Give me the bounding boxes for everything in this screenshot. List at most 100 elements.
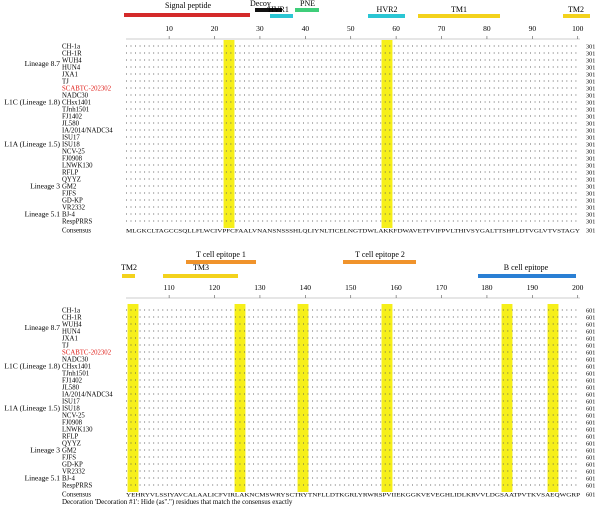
sequence-end-number-top-6: 301 [586,86,595,93]
ruler-tick-label-bottom-9: 200 [572,283,584,292]
sequence-end-number-bottom-14: 601 [586,406,595,413]
sequence-name-bottom-24: BJ-4 [62,476,75,483]
feature-bar-bottom-4 [478,274,576,278]
sequence-end-number-top-3: 301 [586,65,595,72]
sequence-name-top-23: VR2332 [62,205,86,212]
feature-label-bottom-1: TM2 [121,263,137,272]
sequence-name-top-19: QYYZ [62,177,81,184]
lineage-label-top-0: Lineage 8.7 [25,59,61,68]
feature-bar-top-5 [418,14,500,18]
sequence-end-number-top-10: 301 [586,114,595,121]
sequence-end-number-bottom-5: 601 [586,343,595,350]
sequence-end-number-bottom-3: 601 [586,329,595,336]
lineage-label-top-3: Lineage 3 [30,182,60,191]
consensus-label-bottom: Consensus [62,492,91,499]
sequence-end-number-bottom-11: 601 [586,385,595,392]
lineage-label-bottom-2: L1A (Lineage 1.5) [4,404,60,413]
lineage-label-bottom-3: Lineage 3 [30,446,60,455]
sequence-name-top-0: CH-1a [62,44,80,51]
feature-label-bottom-2: TM3 [193,263,209,272]
highlight-column-bottom-2 [297,304,309,492]
sequence-name-top-15: NCV-25 [62,149,85,156]
highlight-column-bottom-1 [234,304,246,492]
lineage-label-top-2: L1A (Lineage 1.5) [4,140,60,149]
sequence-name-bottom-19: QYYZ [62,441,81,448]
footnote: Decoration 'Decoration #1': Hide (as".")… [62,498,293,506]
ruler-tick-label-bottom-7: 180 [481,283,493,292]
ruler-tick-label-top-6: 70 [438,24,446,33]
feature-bar-bottom-1 [122,274,135,278]
lineage-label-bottom-1: L1C (Lineage 1.8) [4,362,60,371]
sequence-end-number-bottom-13: 601 [586,399,595,406]
sequence-name-bottom-13: ISU17 [62,399,80,406]
sequence-end-number-top-7: 301 [586,93,595,100]
consensus-end-number-top: 301 [586,228,595,235]
sequence-name-top-14: ISU18 [62,142,80,149]
sequence-name-bottom-10: FJ1402 [62,378,83,385]
ruler-tick-label-top-8: 90 [529,24,537,33]
sequence-end-number-top-14: 301 [586,142,595,149]
sequence-end-number-bottom-23: 601 [586,469,595,476]
sequence-end-number-top-16: 301 [586,156,595,163]
ruler-tick-label-bottom-1: 120 [209,283,221,292]
highlight-column-top-1 [381,40,393,228]
ruler-tick-label-top-5: 60 [392,24,400,33]
sequence-end-number-bottom-12: 601 [586,392,595,399]
sequence-name-top-7: NADC30 [62,93,89,100]
ruler-tick-label-bottom-2: 130 [254,283,266,292]
sequence-end-number-top-24: 301 [586,212,595,219]
feature-bar-top-1 [255,8,282,12]
feature-bar-top-3 [295,8,319,12]
sequence-name-bottom-14: ISU18 [62,406,80,413]
sequence-end-number-bottom-25: 601 [586,483,595,490]
ruler-tick-label-bottom-6: 170 [436,283,448,292]
ruler-tick-label-bottom-4: 150 [345,283,357,292]
sequence-end-number-top-9: 301 [586,107,595,114]
sequence-end-number-top-22: 301 [586,198,595,205]
sequence-name-top-25: RespPRRS [62,219,92,226]
consensus-label-top: Consensus [62,228,91,235]
sequence-end-number-bottom-22: 601 [586,462,595,469]
ruler-tick-label-bottom-5: 160 [391,283,403,292]
sequence-end-number-top-11: 301 [586,121,595,128]
sequence-name-top-12: IA/2014/NADC34 [62,128,113,135]
feature-label-bottom-0: T cell epitope 1 [196,250,246,259]
ruler-tick-label-bottom-0: 110 [164,283,175,292]
sequence-end-number-bottom-2: 601 [586,322,595,329]
highlight-column-bottom-5 [547,304,559,492]
sequence-end-number-bottom-6: 601 [586,350,595,357]
feature-bar-top-2 [270,14,293,18]
feature-label-top-4: HVR2 [377,5,398,14]
sequence-end-number-bottom-18: 601 [586,434,595,441]
sequence-end-number-top-0: 301 [586,44,595,51]
highlight-column-bottom-3 [381,304,393,492]
sequence-end-number-bottom-9: 601 [586,371,595,378]
sequence-end-number-top-2: 301 [586,58,595,65]
sequence-end-number-top-19: 301 [586,177,595,184]
sequence-name-bottom-3: HUN4 [62,329,81,336]
sequence-name-top-8: CHsx1401 [62,100,91,107]
feature-label-top-1: Decoy [250,0,271,8]
sequence-end-number-bottom-0: 601 [586,308,595,315]
sequence-end-number-top-8: 301 [586,100,595,107]
sequence-name-bottom-2: WUH4 [62,322,82,329]
sequence-name-top-18: RFLP [62,170,78,177]
sequence-name-top-2: WUH4 [62,58,82,65]
sequence-end-number-top-18: 301 [586,170,595,177]
sequence-end-number-bottom-19: 601 [586,441,595,448]
feature-bar-bottom-0 [186,260,256,264]
sequence-end-number-bottom-4: 601 [586,336,595,343]
ruler-tick-label-bottom-3: 140 [300,283,312,292]
sequence-name-bottom-4: JXA1 [62,336,78,343]
sequence-end-number-top-5: 301 [586,79,595,86]
sequence-name-bottom-11: JL580 [62,385,80,392]
feature-label-top-2: HVR1 [268,5,289,14]
sequence-name-top-20: GM2 [62,184,77,191]
sequence-end-number-top-1: 301 [586,51,595,58]
sequence-name-bottom-25: RespPRRS [62,483,92,490]
ruler-tick-label-top-9: 100 [572,24,584,33]
feature-bar-top-4 [368,14,405,18]
sequence-name-top-6: SCABTC-202302 [62,86,112,93]
sequence-end-number-top-17: 301 [586,163,595,170]
